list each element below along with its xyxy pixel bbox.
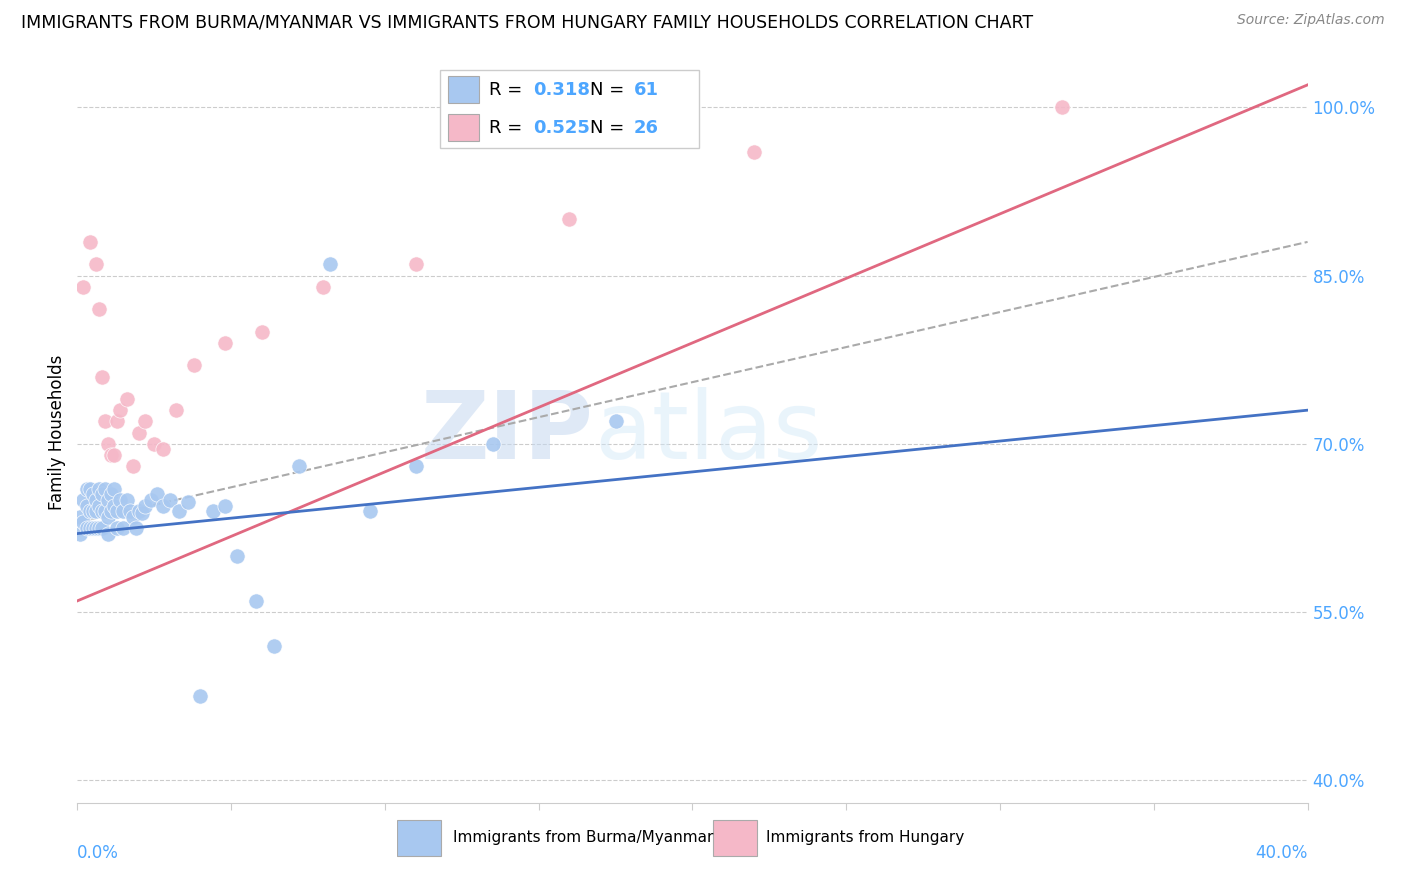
Point bbox=[76, 499, 98, 513]
Point bbox=[87, 521, 110, 535]
Point bbox=[100, 504, 122, 518]
Point bbox=[76, 482, 98, 496]
Point bbox=[84, 504, 107, 518]
Point bbox=[742, 145, 765, 160]
Point bbox=[72, 516, 94, 530]
Point bbox=[481, 437, 503, 451]
Point bbox=[165, 403, 187, 417]
Point bbox=[79, 235, 101, 249]
Point bbox=[84, 521, 107, 535]
Point bbox=[115, 492, 138, 507]
Point bbox=[84, 492, 107, 507]
Point bbox=[100, 448, 122, 462]
Point bbox=[312, 280, 335, 294]
Point bbox=[183, 359, 205, 373]
Point bbox=[121, 459, 143, 474]
Point bbox=[94, 482, 117, 496]
Point bbox=[134, 414, 156, 428]
Point bbox=[152, 442, 174, 457]
Point bbox=[79, 482, 101, 496]
Point bbox=[131, 507, 153, 521]
Point bbox=[318, 257, 340, 271]
Text: atlas: atlas bbox=[595, 386, 823, 479]
Point bbox=[214, 499, 236, 513]
Point bbox=[90, 369, 114, 384]
Point bbox=[112, 521, 135, 535]
Point bbox=[97, 492, 120, 507]
Point bbox=[128, 504, 150, 518]
Point bbox=[97, 526, 120, 541]
Point bbox=[134, 499, 156, 513]
Point bbox=[605, 414, 627, 428]
Text: 40.0%: 40.0% bbox=[1256, 844, 1308, 862]
Point bbox=[79, 521, 101, 535]
Point bbox=[87, 482, 110, 496]
Y-axis label: Family Households: Family Households bbox=[48, 355, 66, 510]
Point bbox=[87, 302, 110, 317]
Point bbox=[82, 504, 104, 518]
Point bbox=[103, 482, 125, 496]
Point bbox=[121, 509, 143, 524]
Point bbox=[69, 526, 91, 541]
Point bbox=[94, 504, 117, 518]
Point bbox=[288, 459, 311, 474]
Point bbox=[405, 257, 427, 271]
Point bbox=[87, 499, 110, 513]
Point bbox=[90, 521, 114, 535]
Point bbox=[125, 521, 148, 535]
Point bbox=[405, 459, 427, 474]
Text: Source: ZipAtlas.com: Source: ZipAtlas.com bbox=[1237, 13, 1385, 28]
Point bbox=[152, 499, 174, 513]
Point bbox=[201, 504, 224, 518]
Text: IMMIGRANTS FROM BURMA/MYANMAR VS IMMIGRANTS FROM HUNGARY FAMILY HOUSEHOLDS CORRE: IMMIGRANTS FROM BURMA/MYANMAR VS IMMIGRA… bbox=[21, 13, 1033, 31]
Point bbox=[245, 594, 267, 608]
Point bbox=[76, 521, 98, 535]
Point bbox=[159, 492, 181, 507]
Point bbox=[143, 437, 166, 451]
Text: ZIP: ZIP bbox=[422, 386, 595, 479]
Point bbox=[226, 549, 249, 563]
Point bbox=[110, 492, 132, 507]
Point bbox=[72, 280, 94, 294]
Point bbox=[115, 392, 138, 406]
Point bbox=[105, 521, 128, 535]
Point bbox=[82, 521, 104, 535]
Point bbox=[94, 414, 117, 428]
Point bbox=[97, 509, 120, 524]
Point bbox=[110, 403, 132, 417]
Point bbox=[105, 504, 128, 518]
Point bbox=[250, 325, 273, 339]
Point bbox=[128, 425, 150, 440]
Point bbox=[118, 504, 141, 518]
Point bbox=[105, 414, 128, 428]
Point bbox=[84, 257, 107, 271]
Point bbox=[69, 509, 91, 524]
Point bbox=[72, 492, 94, 507]
Point bbox=[103, 499, 125, 513]
Point bbox=[90, 487, 114, 501]
Point bbox=[263, 639, 285, 653]
Point bbox=[79, 504, 101, 518]
Point bbox=[100, 487, 122, 501]
Point bbox=[359, 504, 381, 518]
Text: 0.0%: 0.0% bbox=[77, 844, 120, 862]
Point bbox=[112, 504, 135, 518]
Point bbox=[188, 690, 212, 704]
Point bbox=[146, 487, 169, 501]
Point bbox=[141, 492, 163, 507]
Point bbox=[177, 495, 200, 509]
Point bbox=[97, 437, 120, 451]
Point bbox=[82, 487, 104, 501]
Point bbox=[1050, 100, 1073, 114]
Point bbox=[214, 335, 236, 350]
Point bbox=[558, 212, 581, 227]
Point bbox=[103, 448, 125, 462]
Point bbox=[167, 504, 190, 518]
Point bbox=[90, 504, 114, 518]
